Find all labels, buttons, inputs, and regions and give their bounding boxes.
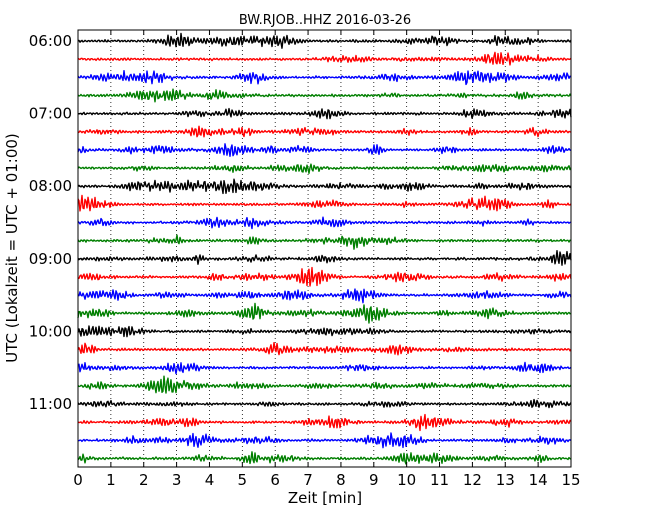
y-tick-label: 10:00: [29, 322, 72, 340]
y-axis: 06:00 07:00 08:00 09:00 10:00 11:00: [29, 32, 571, 413]
y-tick-label: 08:00: [29, 177, 72, 195]
trace-line: [77, 266, 572, 287]
y-tick-label: 06:00: [29, 32, 72, 50]
x-tick-label: 10: [397, 471, 416, 489]
trace-line: [77, 451, 572, 465]
grid-lines: [110, 30, 539, 467]
x-tick-label: 9: [369, 471, 379, 489]
x-tick-label: 13: [496, 471, 515, 489]
trace-line: [77, 163, 572, 175]
trace-line: [77, 361, 572, 375]
x-tick-label: 12: [463, 471, 482, 489]
trace-line: [77, 249, 572, 266]
trace-line: [77, 88, 572, 103]
trace-line: [77, 51, 572, 66]
x-tick-label: 7: [303, 471, 313, 489]
x-axis: 0 1 2 3 4 5 6 7 8 9 10 11 12 13 14 15: [73, 30, 581, 489]
trace-line: [77, 107, 572, 120]
x-tick-label: 0: [73, 471, 83, 489]
x-tick-label: 6: [270, 471, 280, 489]
y-tick-label: 09:00: [29, 250, 72, 268]
trace-line: [77, 341, 572, 356]
x-axis-label: Zeit [min]: [288, 489, 362, 507]
trace-line: [77, 432, 572, 449]
y-tick-label: 07:00: [29, 105, 72, 123]
trace-line: [77, 398, 572, 409]
trace-line: [77, 375, 572, 394]
y-axis-label: UTC (Lokalzeit = UTC + 01:00): [3, 133, 21, 363]
x-tick-label: 14: [529, 471, 548, 489]
x-tick-label: 5: [238, 471, 248, 489]
y-tick-label: 11:00: [29, 395, 72, 413]
trace-line: [77, 325, 572, 338]
x-tick-label: 11: [430, 471, 449, 489]
x-tick-label: 15: [561, 471, 580, 489]
x-tick-label: 3: [172, 471, 182, 489]
trace-line: [77, 125, 572, 138]
trace-line: [77, 143, 572, 157]
trace-line: [77, 302, 572, 324]
trace-line: [77, 216, 572, 230]
trace-line: [77, 413, 572, 432]
traces-group: [77, 32, 572, 465]
trace-line: [77, 288, 572, 304]
x-tick-label: 1: [106, 471, 116, 489]
x-tick-label: 8: [336, 471, 346, 489]
plot-frame: [77, 29, 572, 468]
trace-line: [77, 32, 572, 49]
x-tick-label: 2: [139, 471, 149, 489]
x-tick-label: 4: [205, 471, 215, 489]
trace-line: [77, 234, 572, 250]
trace-line: [77, 70, 572, 86]
chart-title: BW.RJOB..HHZ 2016-03-26: [239, 13, 411, 28]
trace-line: [77, 194, 572, 212]
trace-line: [77, 178, 572, 195]
